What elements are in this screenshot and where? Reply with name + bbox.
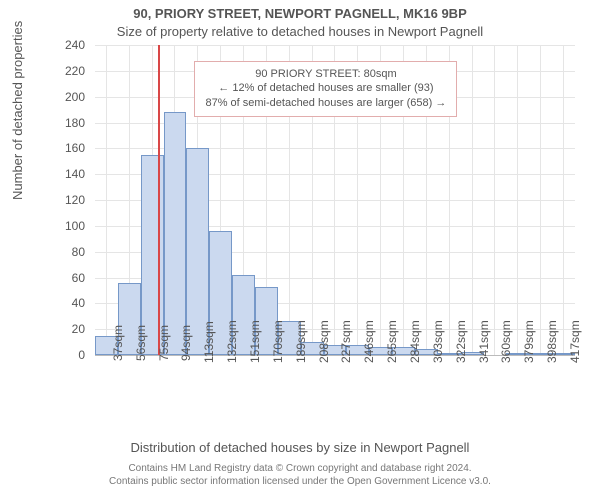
x-tick: 37sqm <box>111 323 125 363</box>
x-tick: 227sqm <box>339 323 353 363</box>
x-tick: 398sqm <box>545 323 559 363</box>
y-tick: 100 <box>45 219 85 233</box>
x-tick: 379sqm <box>522 323 536 363</box>
y-tick: 60 <box>45 271 85 285</box>
grid-v <box>494 45 495 355</box>
x-tick: 75sqm <box>157 323 171 363</box>
info-box-line: 87% of semi-detached houses are larger (… <box>205 96 446 111</box>
y-tick: 180 <box>45 116 85 130</box>
y-tick: 160 <box>45 141 85 155</box>
reference-line <box>158 45 160 355</box>
footer: Contains HM Land Registry data © Crown c… <box>0 462 600 488</box>
plot-area: 90 PRIORY STREET: 80sqm← 12% of detached… <box>95 45 575 356</box>
y-tick: 80 <box>45 245 85 259</box>
x-axis-label: Distribution of detached houses by size … <box>0 440 600 455</box>
x-tick: 132sqm <box>225 323 239 363</box>
x-tick: 322sqm <box>454 323 468 363</box>
x-tick: 208sqm <box>317 323 331 363</box>
y-tick: 40 <box>45 296 85 310</box>
grid-v <box>563 45 564 355</box>
grid-v <box>517 45 518 355</box>
x-tick: 56sqm <box>134 323 148 363</box>
y-tick: 20 <box>45 322 85 336</box>
x-tick: 189sqm <box>294 323 308 363</box>
y-tick: 240 <box>45 38 85 52</box>
y-axis-label: Number of detached properties <box>10 21 25 200</box>
y-tick: 120 <box>45 193 85 207</box>
y-tick: 0 <box>45 348 85 362</box>
grid-v <box>540 45 541 355</box>
grid-v <box>106 45 107 355</box>
x-tick: 284sqm <box>408 323 422 363</box>
x-tick: 360sqm <box>499 323 513 363</box>
y-tick: 140 <box>45 167 85 181</box>
x-tick: 246sqm <box>362 323 376 363</box>
x-tick: 113sqm <box>202 323 216 363</box>
info-box-line: ← 12% of detached houses are smaller (93… <box>205 81 446 96</box>
y-tick: 220 <box>45 64 85 78</box>
grid-v <box>472 45 473 355</box>
x-tick: 94sqm <box>179 323 193 363</box>
chart: 90 PRIORY STREET: 80sqm← 12% of detached… <box>55 45 575 405</box>
x-tick: 341sqm <box>477 323 491 363</box>
title-sub: Size of property relative to detached ho… <box>0 24 600 39</box>
x-tick: 170sqm <box>271 323 285 363</box>
info-box-line: 90 PRIORY STREET: 80sqm <box>205 67 446 82</box>
footer-line1: Contains HM Land Registry data © Crown c… <box>0 462 600 475</box>
bar <box>164 112 187 355</box>
title-main: 90, PRIORY STREET, NEWPORT PAGNELL, MK16… <box>0 6 600 21</box>
x-tick: 151sqm <box>248 323 262 363</box>
info-box: 90 PRIORY STREET: 80sqm← 12% of detached… <box>194 61 457 118</box>
x-tick: 265sqm <box>385 323 399 363</box>
footer-line2: Contains public sector information licen… <box>0 475 600 488</box>
y-tick: 200 <box>45 90 85 104</box>
x-tick: 303sqm <box>431 323 445 363</box>
x-tick: 417sqm <box>568 323 582 363</box>
